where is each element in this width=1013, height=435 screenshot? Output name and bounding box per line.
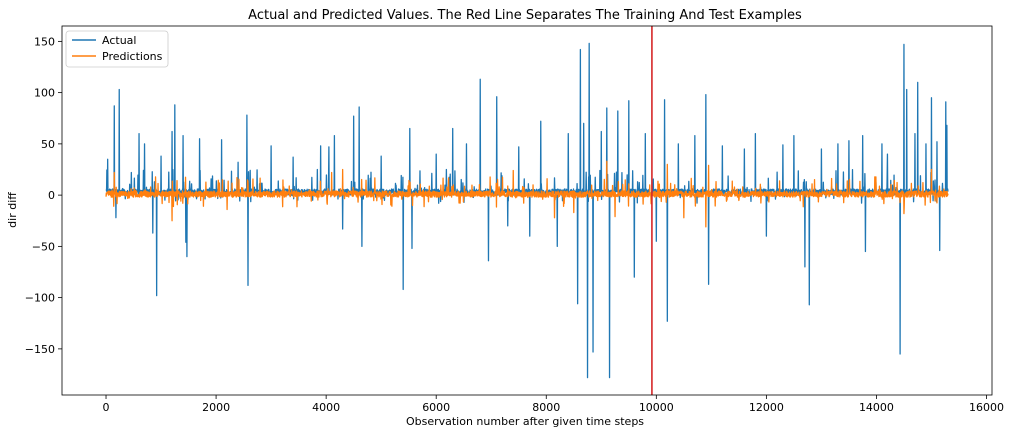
x-tick-label: 12000 <box>749 401 784 414</box>
y-tick-label: 100 <box>34 87 55 100</box>
legend-label-predictions: Predictions <box>102 50 163 63</box>
x-axis-title: Observation number after given time step… <box>406 415 644 428</box>
series-line-actual <box>105 42 949 379</box>
series-group <box>105 42 949 379</box>
y-tick-label: −50 <box>32 240 55 253</box>
series-line-predictions <box>105 160 949 228</box>
x-tick-label: 14000 <box>859 401 894 414</box>
x-tick-label: 0 <box>103 401 110 414</box>
y-axis: −150 −100 −50 0 50 100 150 <box>25 35 62 356</box>
x-tick-label: 4000 <box>312 401 340 414</box>
plot-area <box>61 25 993 396</box>
x-tick-label: 2000 <box>202 401 230 414</box>
legend: Actual Predictions <box>65 30 169 68</box>
y-tick-label: 150 <box>34 35 55 48</box>
x-tick-label: 16000 <box>969 401 1004 414</box>
y-tick-label: −150 <box>25 343 55 356</box>
plot-frame <box>61 25 993 396</box>
x-axis: 0 2000 4000 6000 8000 10000 12000 14000 16000 <box>103 395 1004 414</box>
x-tick-label: 8000 <box>532 401 560 414</box>
chart-title: Actual and Predicted Values. The Red Lin… <box>248 8 802 23</box>
y-tick-label: 50 <box>41 138 55 151</box>
x-tick-label: 10000 <box>639 401 674 414</box>
x-tick-label: 6000 <box>422 401 450 414</box>
y-tick-label: −100 <box>25 292 55 305</box>
y-tick-label: 0 <box>48 189 55 202</box>
y-axis-title: dir diff <box>6 192 19 228</box>
legend-label-actual: Actual <box>102 34 136 47</box>
